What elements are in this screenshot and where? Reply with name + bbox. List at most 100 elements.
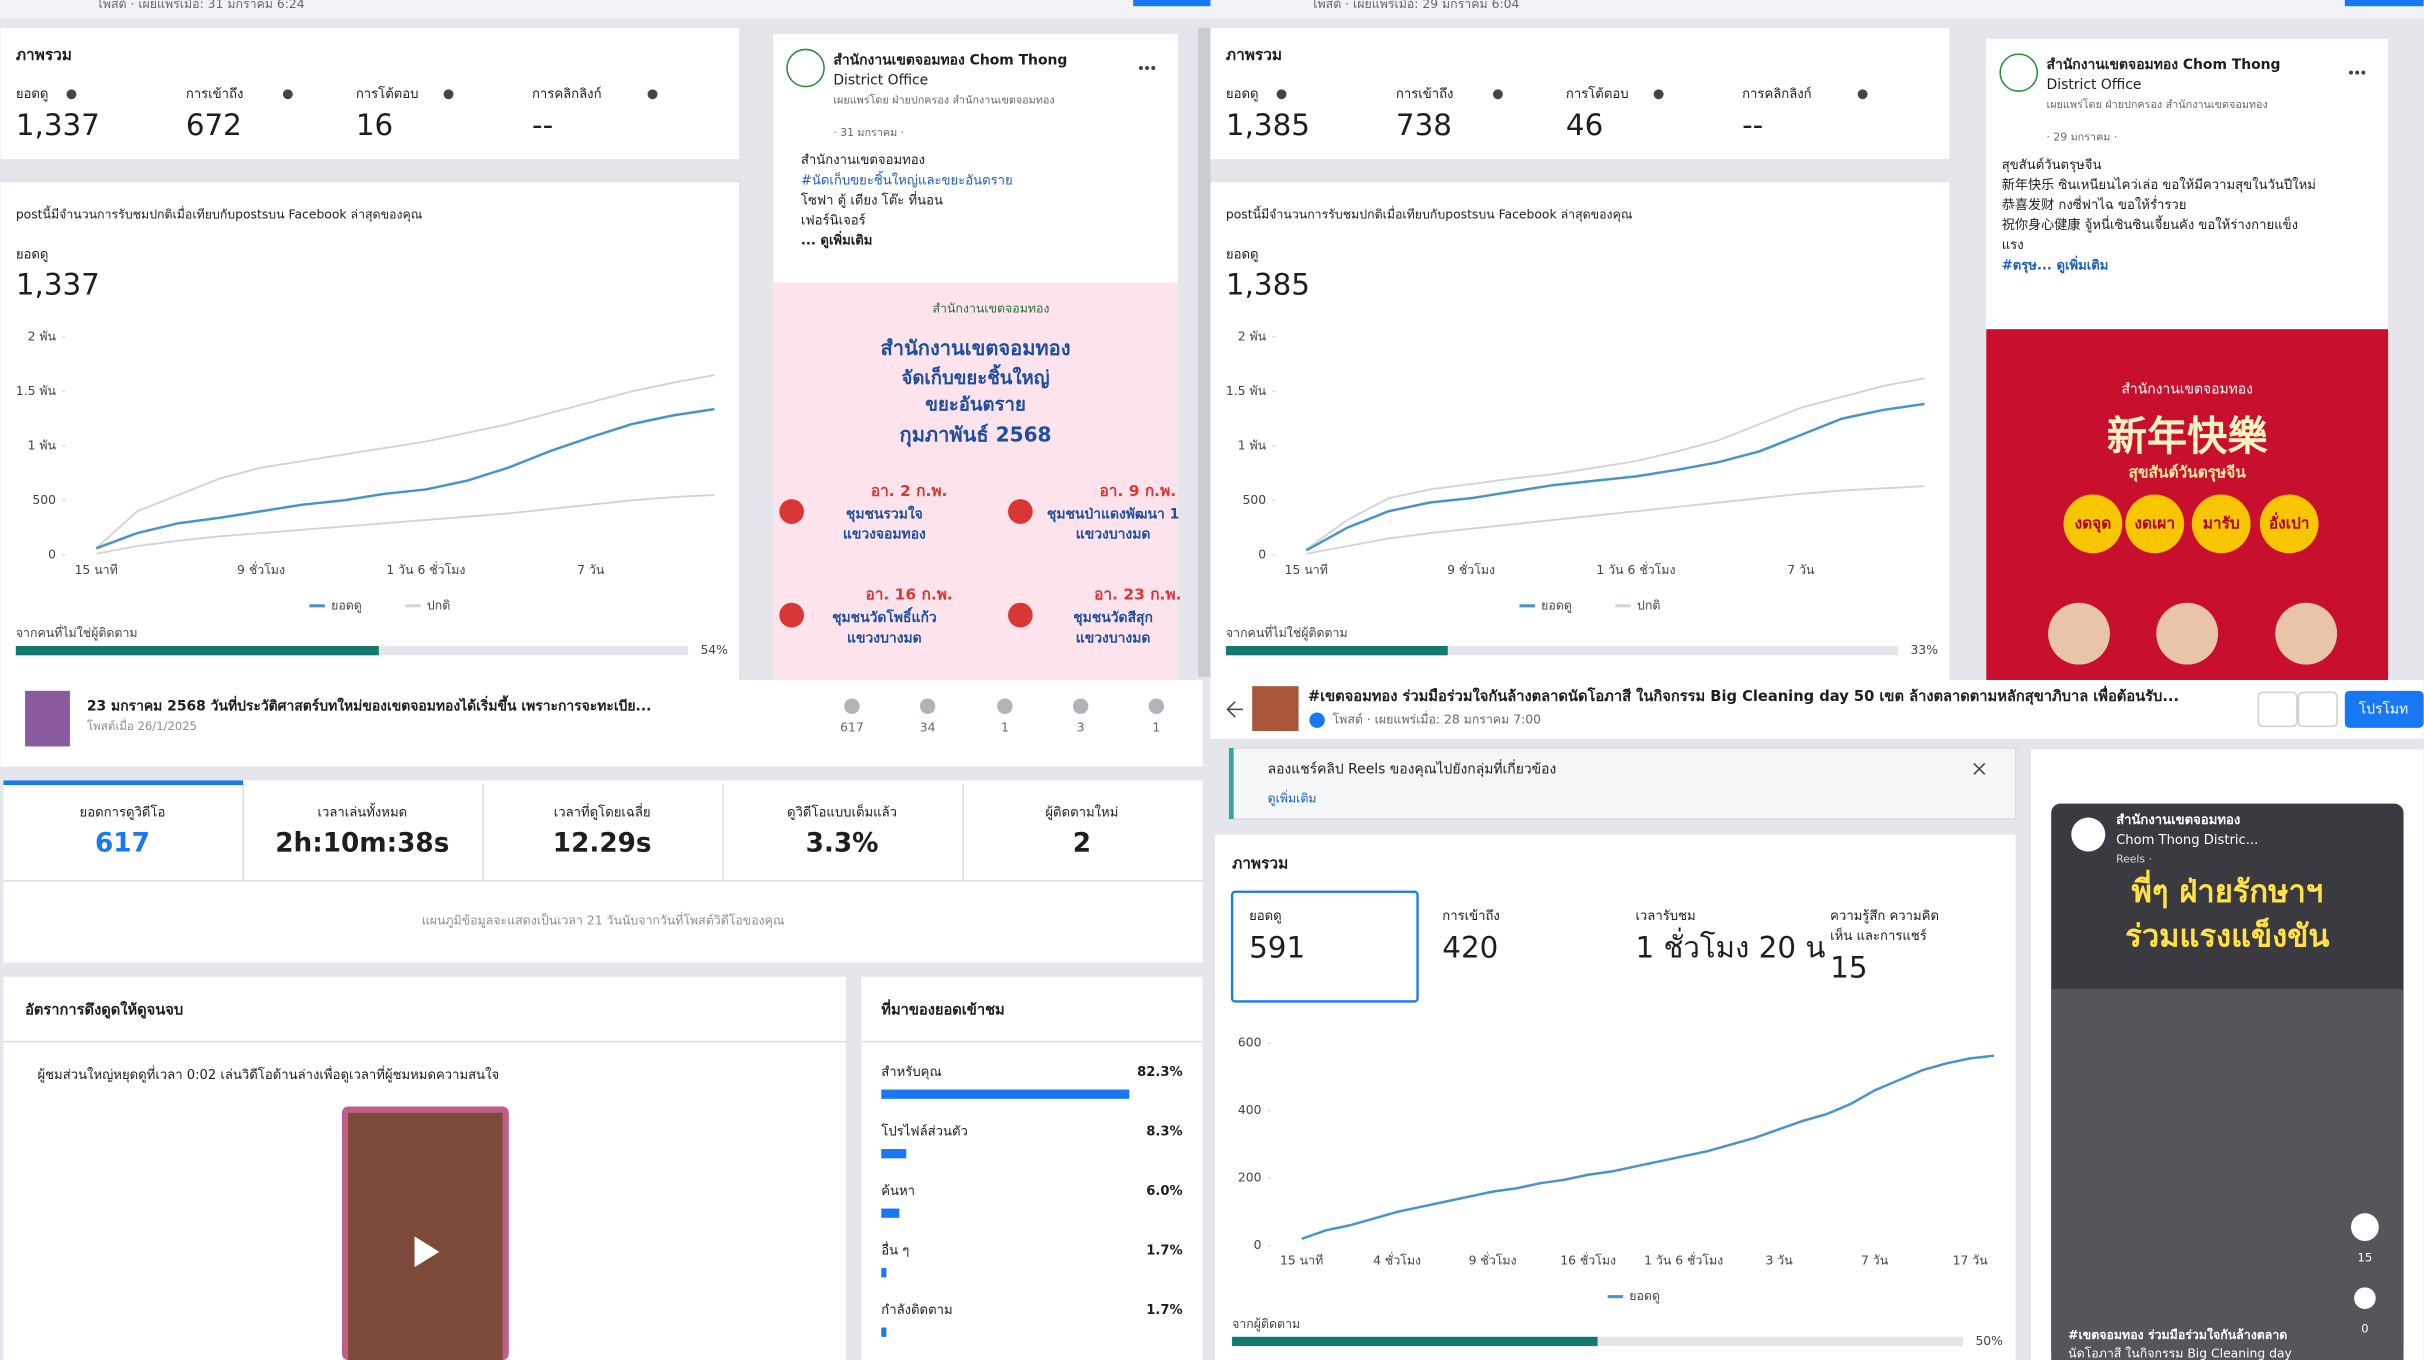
label: ความรู้สึก ความคิด	[1830, 909, 1939, 924]
line	[1305, 402, 1925, 552]
label: ... ดูเพิ่มเติม	[801, 230, 873, 249]
label: ร่วมแรงแข็งขัน	[2125, 917, 2329, 955]
promote-button[interactable]	[2344, 690, 2424, 728]
label: จากคนที่ไม่ใช่ผู้ติดตาม	[16, 624, 138, 641]
label: แขวงบางมด	[1076, 527, 1151, 543]
y-tick-label: 500	[32, 493, 56, 507]
promote-label[interactable]: โปรโมท	[2359, 700, 2409, 717]
value-label: 82.3%	[1137, 1065, 1183, 1080]
label: 15	[2358, 1251, 2373, 1265]
button[interactable]	[2344, 0, 2424, 7]
label: สำนักงานเขตจอมทอง Chom Thong	[833, 52, 1067, 68]
label: ภาพรวม	[1226, 46, 1282, 64]
x-tick-label: 3 วัน	[1766, 1254, 1794, 1268]
x-tick-label: 16 ชั่วโมง	[1560, 1252, 1616, 1268]
value-label: 1.7%	[1146, 1244, 1182, 1259]
label: สำนักงานเขตจอมทอง	[2116, 812, 2240, 828]
more-dot[interactable]	[1138, 65, 1143, 71]
label: 16	[356, 108, 393, 142]
label: 1 ชั่วโมง 20 น	[1635, 926, 1825, 964]
label: แขวงจอมทอง	[843, 527, 926, 543]
link[interactable]: ดูเพิ่มเติม	[1268, 790, 1317, 807]
nav-button[interactable]	[2297, 691, 2338, 728]
action-icon[interactable]	[919, 698, 936, 714]
more-dot[interactable]	[1145, 65, 1150, 71]
more-dot[interactable]	[2355, 70, 2360, 75]
label: 3.3%	[806, 828, 879, 858]
label: อั่งเปา	[2269, 511, 2310, 532]
label: สุขสันต์วันตรุษจีน	[2002, 157, 2102, 173]
info-icon	[443, 89, 454, 100]
more-dot[interactable]	[2361, 70, 2366, 75]
nav-button[interactable]	[2257, 691, 2298, 728]
y-tick-label: 400	[1238, 1103, 1262, 1117]
play-icon[interactable]	[414, 1236, 440, 1268]
button[interactable]	[1133, 0, 1211, 7]
video-inner	[348, 1112, 503, 1360]
label: 1	[1001, 720, 1009, 734]
like-icon[interactable]	[2351, 1213, 2379, 1241]
label: 1,385	[1226, 108, 1310, 142]
legend-label: ปกติ	[1637, 598, 1660, 612]
action-icon[interactable]	[1072, 698, 1089, 714]
close-icon[interactable]	[1973, 762, 1986, 775]
info-icon	[66, 89, 77, 100]
label: เห็น และการแชร์	[1830, 926, 1927, 944]
label: --	[1742, 108, 1763, 142]
label: อา. 2 ก.พ.	[871, 482, 948, 500]
legend-label: ยอดดู	[1629, 1289, 1660, 1304]
label: ขยะอันตราย	[925, 394, 1026, 415]
label: · 31 มกราคม ·	[833, 126, 904, 139]
scrollbar	[1198, 27, 1211, 677]
pin-icon	[1008, 499, 1033, 524]
category-label: โปรไฟล์ส่วนตัว	[881, 1124, 968, 1140]
card	[0, 182, 740, 680]
label: การโต้ตอบ	[1566, 86, 1629, 102]
label: 1,337	[16, 108, 100, 142]
more-dot[interactable]	[1151, 65, 1156, 71]
x-tick-label: 17 วัน	[1953, 1254, 1989, 1268]
label: 0	[2361, 1322, 2368, 1336]
person	[2275, 602, 2338, 665]
legend-label: ยอดดู	[331, 598, 362, 613]
card	[0, 27, 740, 160]
line	[1306, 485, 1925, 555]
label: 738	[1396, 108, 1452, 142]
y-tick-label: 1 พัน	[1238, 438, 1267, 452]
stats-card	[3, 780, 1203, 963]
category-label: ค้นหา	[881, 1184, 915, 1199]
action-icon[interactable]	[997, 698, 1013, 714]
y-tick-label: 0	[1254, 1238, 1262, 1252]
label: ผู้ติดตามใหม่	[1045, 804, 1118, 820]
label: 新年快乐 ซินเหนียนไคว่เล่อ ขอให้มีความสุขในว…	[2002, 177, 2316, 193]
bar	[881, 1208, 900, 1218]
metric-selected	[1230, 890, 1419, 1003]
label: ยอดดู	[1249, 909, 1282, 924]
label: สำนักงานเขตจอมทอง	[881, 336, 1071, 360]
label: จากผู้ติดตาม	[1232, 1317, 1300, 1332]
info-icon	[1653, 89, 1664, 100]
comment-icon[interactable]	[2354, 1287, 2376, 1309]
action-icon[interactable]	[1148, 698, 1165, 714]
bar	[881, 1268, 887, 1278]
progress-bar	[1225, 646, 1448, 656]
x-tick-label: 15 นาที	[1285, 563, 1328, 577]
category-label: สำหรับคุณ	[881, 1065, 941, 1080]
label: District Office	[833, 72, 928, 88]
label: จัดเก็บขยะชิ้นใหญ่	[902, 364, 1050, 389]
back-icon[interactable]	[1226, 701, 1243, 718]
label: 恭喜发财 กงซี่ฟาไฉ ขอให้ร่ำรวย	[2002, 195, 2187, 213]
more-dot[interactable]	[2348, 70, 2354, 75]
label: สำนักงานเขตจอมทอง	[2121, 381, 2252, 397]
label: สำนักงานเขตจอมทอง	[801, 153, 925, 168]
person	[2048, 602, 2110, 665]
page-avatar	[786, 48, 825, 88]
label: งดเผา	[2134, 514, 2175, 532]
top-bar	[0, 0, 2424, 19]
action-icon[interactable]	[844, 698, 860, 714]
person	[2156, 602, 2219, 665]
label: การคลิกลิงก์	[532, 86, 602, 102]
label: District Office	[2047, 77, 2142, 93]
tab-indicator	[3, 780, 244, 786]
